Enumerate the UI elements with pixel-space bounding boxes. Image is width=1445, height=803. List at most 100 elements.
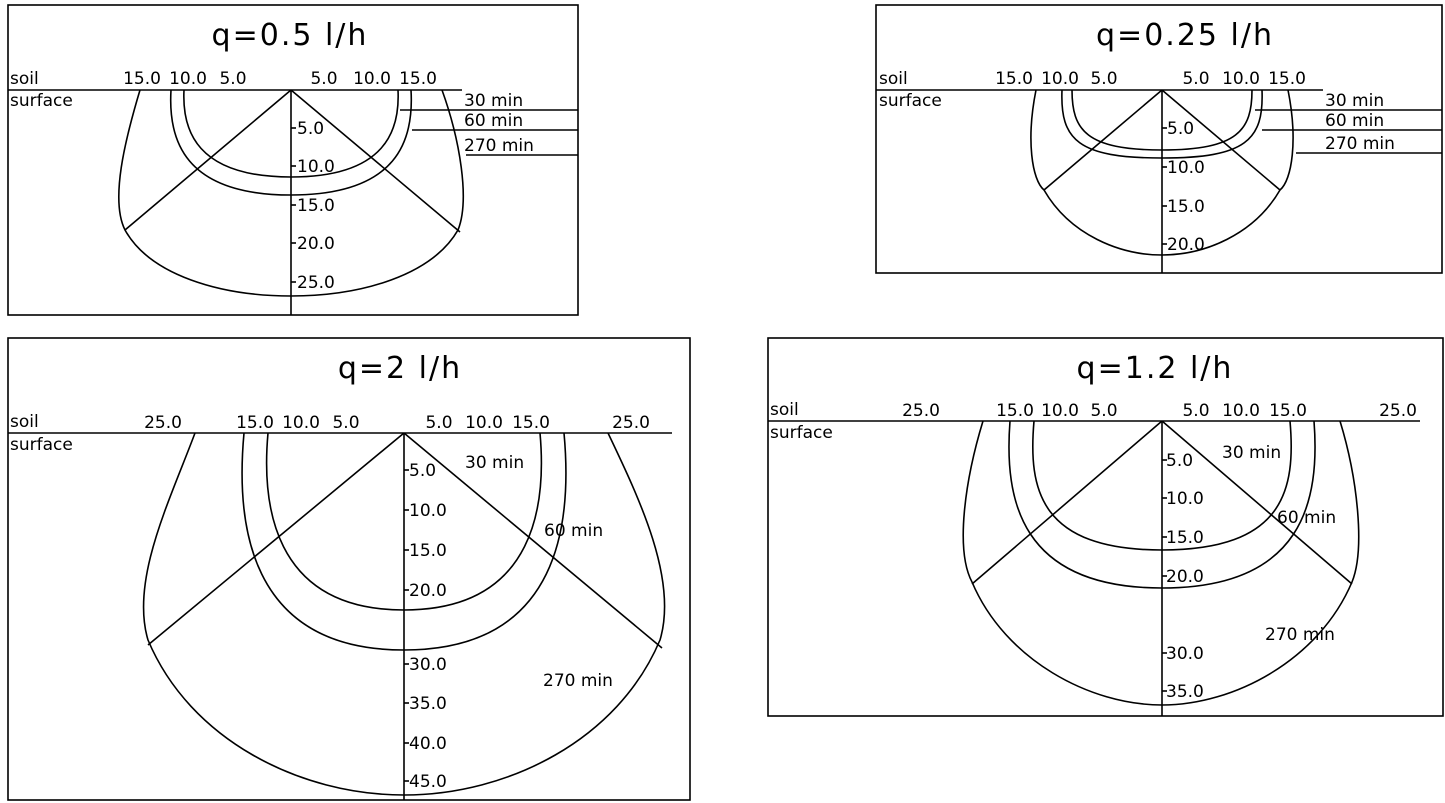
h-tick-label: 25.0: [902, 401, 940, 421]
h-tick-label: 10.0: [1222, 401, 1260, 421]
wetting-front-30min: [1031, 420, 1293, 551]
time-label-270min: 270 min: [464, 136, 534, 156]
diagonal-ray-left: [147, 432, 405, 646]
h-tick-label: 5.0: [425, 413, 452, 433]
time-label-60min: 60 min: [464, 111, 523, 131]
depth-tick-label: 15.0: [1166, 528, 1204, 548]
wetting-front-60min: [169, 89, 413, 196]
h-tick-label: 15.0: [1268, 69, 1306, 89]
h-tick-label: 15.0: [236, 413, 274, 433]
panel-frame: [7, 4, 579, 316]
h-tick-label: 25.0: [612, 413, 650, 433]
depth-tick-label: 10.0: [409, 501, 447, 521]
depth-ticks: [404, 469, 409, 782]
depth-tick-label: 35.0: [1166, 682, 1204, 702]
time-label-30min: 30 min: [464, 91, 523, 111]
h-tick-label: 10.0: [282, 413, 320, 433]
depth-tick-label: 20.0: [1166, 567, 1204, 587]
diagonal-ray-right: [403, 432, 663, 649]
panel-title: q=2 l/h: [338, 351, 462, 386]
time-label-30min: 30 min: [465, 453, 524, 473]
depth-tick-label: 5.0: [1167, 119, 1194, 139]
h-tick-label: 10.0: [1222, 69, 1260, 89]
soil-label: soil: [10, 69, 39, 89]
panel-title: q=0.25 l/h: [1096, 18, 1274, 53]
depth-tick-label: 30.0: [1166, 644, 1204, 664]
depth-tick-label: 15.0: [1167, 197, 1205, 217]
surface-label: surface: [10, 91, 73, 111]
time-label-60min: 60 min: [1277, 508, 1336, 528]
panel-q05: q=0.5 l/h soil surface 15.0 10.0 5.0 5.0…: [7, 4, 579, 316]
time-label-270min: 270 min: [543, 671, 613, 691]
h-tick-label: 5.0: [310, 69, 337, 89]
h-tick-label: 5.0: [1090, 69, 1117, 89]
wetting-front-270min: [962, 420, 1360, 706]
soil-label: soil: [879, 69, 908, 89]
h-tick-label: 15.0: [399, 69, 437, 89]
wetting-front-270min: [142, 432, 666, 796]
h-tick-label: 25.0: [1379, 401, 1417, 421]
depth-tick-label: 35.0: [409, 694, 447, 714]
depth-ticks: [1162, 459, 1167, 692]
panel-q025: q=0.25 l/h soil surface 15.0 10.0 5.0 5.…: [875, 4, 1443, 274]
panel-frame: [875, 4, 1443, 274]
h-tick-label: 5.0: [1090, 401, 1117, 421]
time-label-270min: 270 min: [1265, 625, 1335, 645]
surface-label: surface: [879, 91, 942, 111]
h-tick-label: 5.0: [1182, 69, 1209, 89]
depth-tick-label: 5.0: [1166, 451, 1193, 471]
depth-ticks: [291, 127, 296, 283]
h-tick-label: 15.0: [996, 401, 1034, 421]
panel-q2: q=2 l/h soil surface 25.0 15.0 10.0 5.0 …: [7, 337, 691, 801]
depth-tick-label: 5.0: [409, 461, 436, 481]
depth-tick-label: 10.0: [297, 157, 335, 177]
diagonal-ray-right: [1161, 89, 1281, 191]
depth-tick-label: 5.0: [297, 119, 324, 139]
h-tick-label: 5.0: [219, 69, 246, 89]
soil-label: soil: [10, 412, 39, 432]
soil-label: soil: [770, 400, 799, 420]
h-tick-label: 15.0: [512, 413, 550, 433]
h-tick-label: 15.0: [1269, 401, 1307, 421]
diagonal-ray-right: [1161, 420, 1353, 585]
time-label-60min: 60 min: [1325, 111, 1384, 131]
h-tick-label: 10.0: [1041, 401, 1079, 421]
surface-label: surface: [10, 435, 73, 455]
h-tick-label: 10.0: [169, 69, 207, 89]
panel-frame: [7, 337, 691, 801]
wetting-front-270min: [118, 89, 465, 297]
diagonal-ray-left: [124, 89, 292, 231]
h-tick-label: 15.0: [123, 69, 161, 89]
diagonal-ray-right: [290, 89, 461, 233]
depth-tick-label: 20.0: [409, 581, 447, 601]
wetting-front-60min: [1008, 420, 1316, 589]
wetting-front-60min: [241, 432, 567, 651]
wetting-front-270min: [1030, 89, 1294, 256]
h-tick-label: 25.0: [144, 413, 182, 433]
wetting-front-30min: [1071, 89, 1253, 151]
depth-tick-label: 25.0: [297, 273, 335, 293]
wetting-front-30min: [183, 89, 399, 178]
h-tick-label: 10.0: [1041, 69, 1079, 89]
depth-tick-label: 40.0: [409, 734, 447, 754]
h-tick-label: 10.0: [353, 69, 391, 89]
time-label-270min: 270 min: [1325, 134, 1395, 154]
depth-tick-label: 15.0: [297, 196, 335, 216]
panel-title: q=0.5 l/h: [212, 18, 369, 53]
time-label-60min: 60 min: [544, 521, 603, 541]
diagonal-ray-left: [971, 420, 1163, 585]
depth-tick-label: 10.0: [1167, 158, 1205, 178]
wetting-front-60min: [1061, 89, 1263, 159]
depth-tick-label: 15.0: [409, 541, 447, 561]
panel-title: q=1.2 l/h: [1077, 351, 1234, 386]
depth-tick-label: 30.0: [409, 655, 447, 675]
depth-tick-label: 20.0: [1167, 235, 1205, 255]
h-tick-label: 5.0: [332, 413, 359, 433]
h-tick-label: 5.0: [1182, 401, 1209, 421]
panel-frame: [767, 337, 1444, 717]
diagonal-ray-left: [1043, 89, 1163, 191]
depth-tick-label: 20.0: [297, 234, 335, 254]
time-label-30min: 30 min: [1222, 443, 1281, 463]
depth-ticks: [1162, 127, 1167, 245]
